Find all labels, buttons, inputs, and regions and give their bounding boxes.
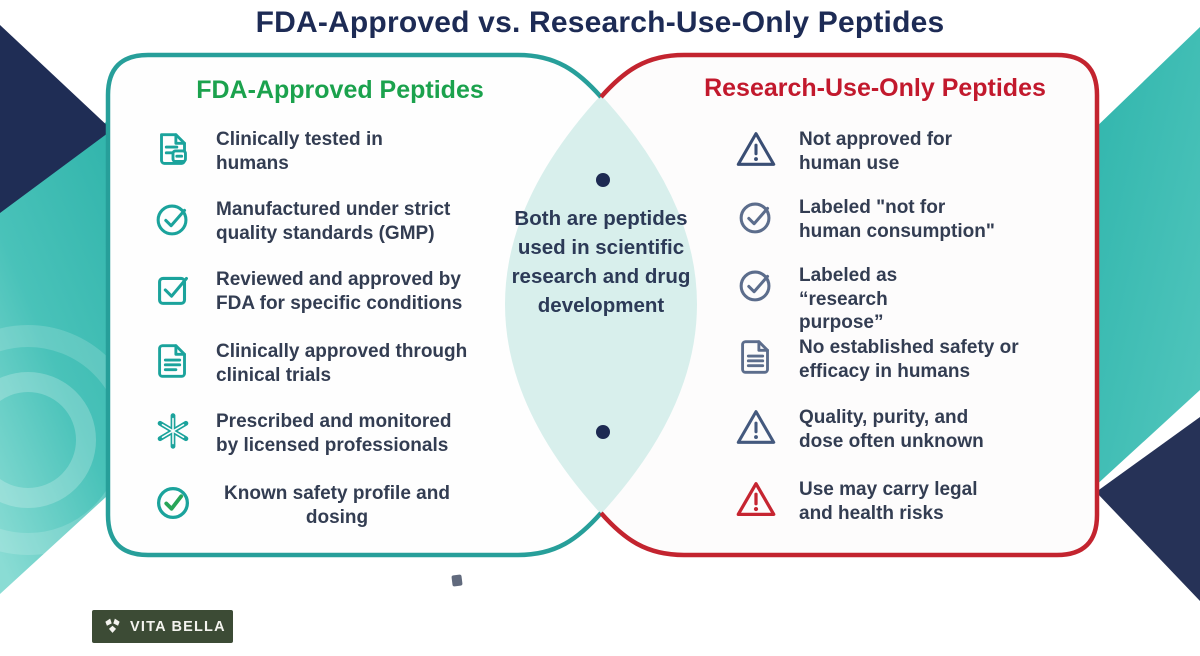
check-circle-icon bbox=[739, 202, 771, 234]
check-circle-green-icon bbox=[156, 486, 190, 520]
decorative-teal-band-right bbox=[1090, 27, 1200, 488]
list-item: Reviewed and approved by FDA for specifi… bbox=[150, 266, 478, 315]
list-item: No established safety or efficacy in hum… bbox=[733, 334, 1037, 383]
list-item-text: Manufactured under strict quality standa… bbox=[216, 199, 451, 244]
list-item: Labeled "not for human consumption" bbox=[733, 194, 1011, 243]
brand-name: VITA BELLA bbox=[130, 618, 226, 635]
list-item: Manufactured under strict quality standa… bbox=[150, 196, 470, 245]
warning-triangle-icon bbox=[736, 132, 776, 166]
list-item: Known safety profile and dosing bbox=[150, 480, 458, 529]
smudge-mark bbox=[451, 574, 463, 587]
list-item-text: Quality, purity, and dose often unknown bbox=[799, 407, 984, 452]
document-search-icon bbox=[160, 133, 187, 165]
document-icon bbox=[741, 340, 769, 374]
right-panel-title: Research-Use-Only Peptides bbox=[704, 74, 1046, 102]
decorative-navy-triangle-left bbox=[0, 25, 112, 213]
list-item-text: Prescribed and monitored by licensed pro… bbox=[216, 411, 452, 456]
left-card-border bbox=[105, 52, 603, 558]
asterisk-icon bbox=[157, 413, 189, 449]
list-item-text: Labeled as “research purpose” bbox=[799, 265, 898, 334]
list-item: Quality, purity, and dose often unknown bbox=[733, 404, 999, 453]
list-item-text: Use may carry legal and health risks bbox=[799, 479, 978, 524]
vita-bella-logo: VITA BELLA bbox=[92, 610, 233, 643]
checkbox-icon bbox=[158, 276, 188, 305]
check-circle-icon bbox=[739, 270, 771, 302]
bullet-dot bbox=[596, 425, 610, 439]
list-item: Not approved for human use bbox=[733, 126, 977, 175]
list-item-text: No established safety or efficacy in hum… bbox=[799, 337, 1019, 382]
list-item: Prescribed and monitored by licensed pro… bbox=[150, 408, 466, 457]
left-panel-title: FDA-Approved Peptides bbox=[196, 76, 484, 104]
document-icon bbox=[158, 344, 186, 378]
vita-bella-logo-icon bbox=[105, 618, 120, 633]
list-item: Clinically tested in humans bbox=[150, 126, 438, 175]
decorative-navy-triangle-right bbox=[1096, 417, 1200, 601]
right-card-border bbox=[599, 52, 1100, 558]
right-card-fill bbox=[601, 57, 1095, 553]
list-item-text: Known safety profile and dosing bbox=[224, 483, 450, 528]
page-title: FDA-Approved vs. Research-Use-Only Pepti… bbox=[255, 6, 945, 39]
left-card-fill bbox=[110, 57, 601, 553]
warning-triangle-icon bbox=[736, 410, 776, 444]
list-item-text: Clinically tested in humans bbox=[216, 129, 383, 174]
warning-triangle-red-icon bbox=[736, 482, 776, 516]
list-item: Clinically approved through clinical tri… bbox=[150, 338, 480, 387]
list-item-text: Labeled "not for human consumption" bbox=[799, 197, 995, 242]
list-item-text: Reviewed and approved by FDA for specifi… bbox=[216, 269, 463, 314]
list-item: Use may carry legal and health risks bbox=[733, 476, 995, 525]
overlap-text: Both are peptides used in scientific res… bbox=[511, 207, 691, 317]
list-item-text: Not approved for human use bbox=[799, 129, 953, 174]
venn-lens bbox=[505, 95, 697, 514]
check-circle-icon bbox=[156, 204, 188, 236]
list-item: Labeled as “research purpose” bbox=[733, 262, 977, 335]
list-item-text: Clinically approved through clinical tri… bbox=[216, 341, 468, 386]
bullet-dot bbox=[596, 173, 610, 187]
